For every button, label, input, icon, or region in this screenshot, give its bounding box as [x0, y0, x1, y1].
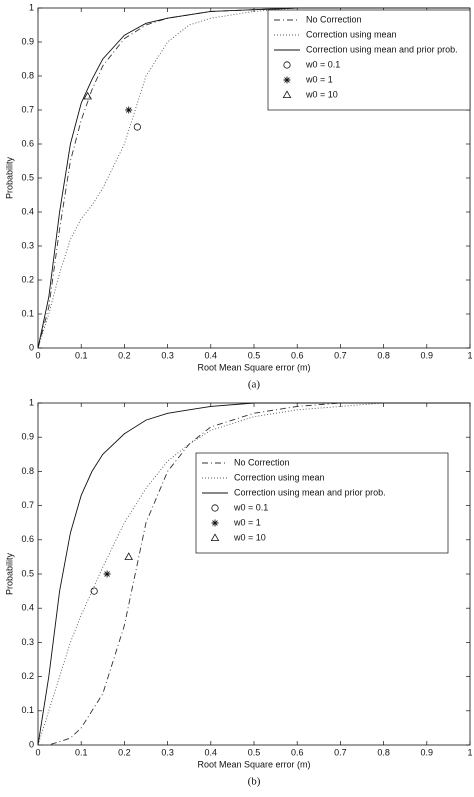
x-tick-label: 0.7 — [334, 747, 347, 757]
series-line — [37, 7, 470, 349]
marker-star — [283, 76, 291, 84]
legend-label: w0 = 10 — [305, 89, 338, 99]
x-tick-label: 0.6 — [291, 747, 304, 757]
marker-star — [103, 570, 111, 578]
legend-label: Correction using mean — [234, 472, 325, 482]
y-tick-label: 0.3 — [21, 240, 34, 250]
y-tick-label: 0.1 — [21, 308, 34, 318]
x-tick-label: 0.3 — [161, 350, 174, 360]
y-tick-label: 1 — [29, 397, 34, 407]
y-tick-label: 0.8 — [21, 466, 34, 476]
marker-triangle — [124, 552, 134, 560]
y-axis-label: Probability — [4, 552, 14, 595]
x-tick-label: 0.9 — [421, 747, 434, 757]
y-tick-label: 0.5 — [21, 568, 34, 578]
x-tick-label: 0.2 — [118, 747, 131, 757]
x-tick-label: 0.8 — [377, 350, 390, 360]
legend-label: Correction using mean — [306, 29, 397, 39]
marker-circle — [283, 61, 291, 69]
x-tick-label: 0.5 — [248, 350, 261, 360]
x-tick-label: 0.1 — [75, 747, 88, 757]
legend-box — [195, 452, 449, 554]
x-tick-label: 0.6 — [291, 350, 304, 360]
y-tick-label: 0.4 — [21, 206, 34, 216]
x-tick-label: 0 — [35, 350, 40, 360]
x-tick-label: 0.4 — [205, 350, 218, 360]
caption: (a) — [248, 379, 261, 391]
y-tick-label: 0 — [29, 739, 34, 749]
y-tick-label: 0.7 — [21, 104, 34, 114]
x-tick-label: 0.1 — [75, 350, 88, 360]
legend-label: w0 = 1 — [233, 517, 261, 527]
legend-label: w0 = 0.1 — [305, 59, 340, 69]
x-tick-label: 0.4 — [205, 747, 218, 757]
x-tick-label: 0.2 — [118, 350, 131, 360]
legend-box — [267, 9, 471, 111]
legend-label: w0 = 0.1 — [233, 502, 268, 512]
series-line — [37, 402, 470, 746]
y-tick-label: 0.6 — [21, 534, 34, 544]
y-tick-label: 1 — [29, 2, 34, 12]
x-axis-label: Root Mean Square error (m) — [197, 759, 310, 769]
series-line — [37, 7, 470, 349]
y-tick-label: 0 — [29, 342, 34, 352]
legend-label: w0 = 10 — [233, 532, 266, 542]
y-tick-label: 0.6 — [21, 138, 34, 148]
x-axis-label: Root Mean Square error (m) — [197, 362, 310, 372]
caption: (b) — [248, 776, 261, 788]
y-tick-label: 0.1 — [21, 705, 34, 715]
marker-circle — [211, 504, 219, 512]
x-tick-label: 0.5 — [248, 747, 261, 757]
y-tick-label: 0.8 — [21, 70, 34, 80]
series-line — [37, 402, 470, 746]
y-tick-label: 0.2 — [21, 274, 34, 284]
y-tick-label: 0.5 — [21, 172, 34, 182]
legend-label: Correction using mean and prior prob. — [234, 487, 386, 497]
x-tick-label: 1 — [467, 350, 472, 360]
marker-star — [125, 106, 133, 114]
marker-circle — [133, 123, 141, 131]
y-tick-label: 0.9 — [21, 432, 34, 442]
x-tick-label: 0.3 — [161, 747, 174, 757]
y-tick-label: 0.2 — [21, 671, 34, 681]
marker-circle — [90, 587, 98, 595]
y-tick-label: 0.4 — [21, 603, 34, 613]
y-tick-label: 0.7 — [21, 500, 34, 510]
x-tick-label: 0 — [35, 747, 40, 757]
y-tick-label: 0.3 — [21, 637, 34, 647]
legend-label: No Correction — [234, 457, 290, 467]
marker-triangle — [282, 90, 292, 98]
series-line — [38, 402, 470, 746]
legend-label: w0 = 1 — [305, 74, 333, 84]
y-axis-label: Probability — [4, 156, 14, 199]
x-tick-label: 0.9 — [421, 350, 434, 360]
marker-star — [211, 519, 219, 527]
marker-triangle — [83, 91, 92, 100]
legend-label: No Correction — [306, 14, 362, 24]
legend-label: Correction using mean and prior prob. — [306, 44, 458, 54]
y-tick-label: 0.9 — [21, 36, 34, 46]
x-tick-label: 0.8 — [377, 747, 390, 757]
marker-triangle — [210, 533, 220, 541]
x-tick-label: 1 — [467, 747, 472, 757]
x-tick-label: 0.7 — [334, 350, 347, 360]
